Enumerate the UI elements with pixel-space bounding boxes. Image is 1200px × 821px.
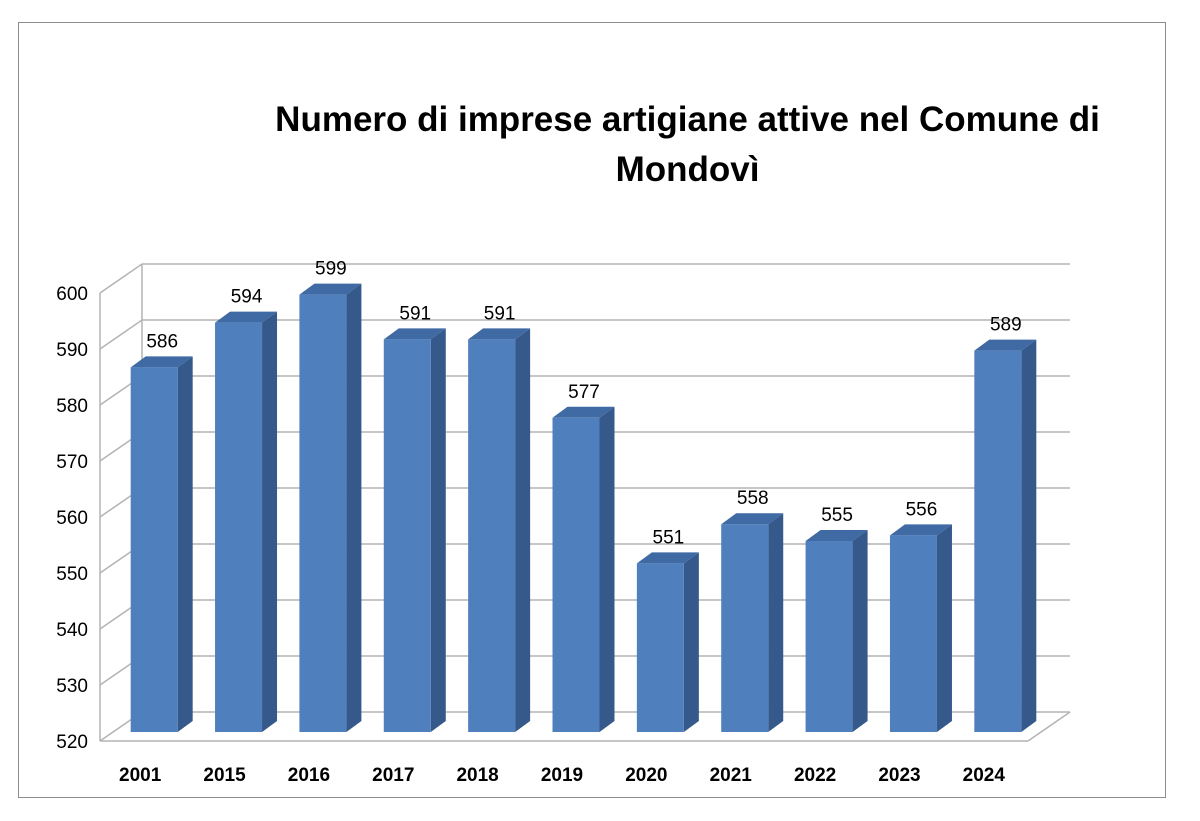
bar-side	[936, 524, 952, 732]
bar	[974, 339, 1037, 732]
bar-front	[383, 339, 431, 732]
bar-top	[721, 513, 784, 525]
x-tick-label: 2023	[878, 765, 920, 786]
y-tick-label: 600	[56, 284, 88, 305]
y-tick-label: 570	[56, 452, 88, 473]
bar	[130, 356, 193, 732]
x-tick-label: 2017	[372, 765, 414, 786]
bar-side	[1021, 339, 1037, 732]
bar	[721, 513, 784, 732]
chart-title: Numero di imprese artigiane attive nel C…	[275, 100, 1100, 189]
bar-side	[262, 311, 278, 732]
floor-right-edge	[1027, 711, 1071, 742]
data-label: 591	[484, 303, 516, 324]
bar-front	[468, 339, 516, 732]
bar-top	[552, 406, 615, 418]
data-label: 551	[653, 527, 685, 548]
gridline-depth	[99, 319, 143, 350]
bar-side	[599, 406, 615, 732]
bar-side	[515, 328, 531, 732]
y-tick-label: 540	[56, 620, 88, 641]
bar-front	[130, 367, 178, 732]
y-tick-label: 560	[56, 508, 88, 529]
bar	[552, 406, 615, 732]
y-tick-label: 550	[56, 564, 88, 585]
data-label: 555	[821, 505, 853, 526]
x-tick-label: 2022	[794, 765, 836, 786]
bar	[299, 283, 362, 732]
bar-top	[383, 328, 446, 340]
x-tick-label: 2020	[625, 765, 667, 786]
y-tick-label: 520	[56, 732, 88, 753]
bar-top	[974, 339, 1037, 351]
y-tick-label: 590	[56, 340, 88, 361]
bar-side	[768, 513, 784, 732]
y-tick-label: 580	[56, 396, 88, 417]
data-label: 599	[315, 259, 347, 280]
y-tick-label: 530	[56, 676, 88, 697]
bar-top	[130, 356, 193, 368]
x-tick-label: 2001	[119, 765, 162, 786]
bar-side	[346, 283, 362, 732]
bar	[383, 328, 446, 732]
bar-front	[721, 524, 769, 732]
x-tick-label: 2024	[963, 765, 1006, 786]
label-layer: 520 530 540 550 560 570 580 590 600 586 2001 594 201…	[56, 259, 1021, 786]
data-label: 591	[399, 303, 431, 324]
bar-top	[636, 552, 699, 564]
bar-top	[889, 524, 952, 536]
x-tick-label: 2018	[456, 765, 498, 786]
x-tick-label: 2021	[710, 765, 753, 786]
data-label: 556	[906, 499, 938, 520]
x-tick-label: 2016	[288, 765, 330, 786]
bar	[468, 328, 531, 732]
bar-front	[805, 541, 853, 732]
x-tick-label: 2015	[203, 765, 246, 786]
bar-top	[468, 328, 531, 340]
data-label: 594	[231, 287, 263, 308]
x-tick-label: 2019	[541, 765, 583, 786]
bar-side	[177, 356, 193, 732]
bar-side	[683, 552, 699, 732]
data-label: 586	[146, 331, 178, 352]
bar-front	[552, 417, 600, 732]
bar	[805, 530, 868, 732]
bar-top	[215, 311, 278, 323]
bar-front	[974, 350, 1022, 732]
bar-front	[636, 563, 684, 732]
bar-top	[805, 530, 868, 541]
bar-layer	[130, 283, 1037, 732]
bar-front	[215, 322, 263, 732]
data-label: 589	[990, 315, 1022, 336]
data-label: 558	[737, 488, 769, 509]
bar	[636, 552, 699, 732]
bar-front	[299, 294, 347, 732]
bar-side	[852, 530, 868, 732]
bar-side	[430, 328, 446, 732]
bar-top	[299, 283, 362, 295]
data-label: 577	[568, 382, 600, 403]
bar	[215, 311, 278, 732]
bar	[889, 524, 952, 732]
bar-front	[889, 535, 937, 732]
gridline-depth	[99, 263, 143, 294]
